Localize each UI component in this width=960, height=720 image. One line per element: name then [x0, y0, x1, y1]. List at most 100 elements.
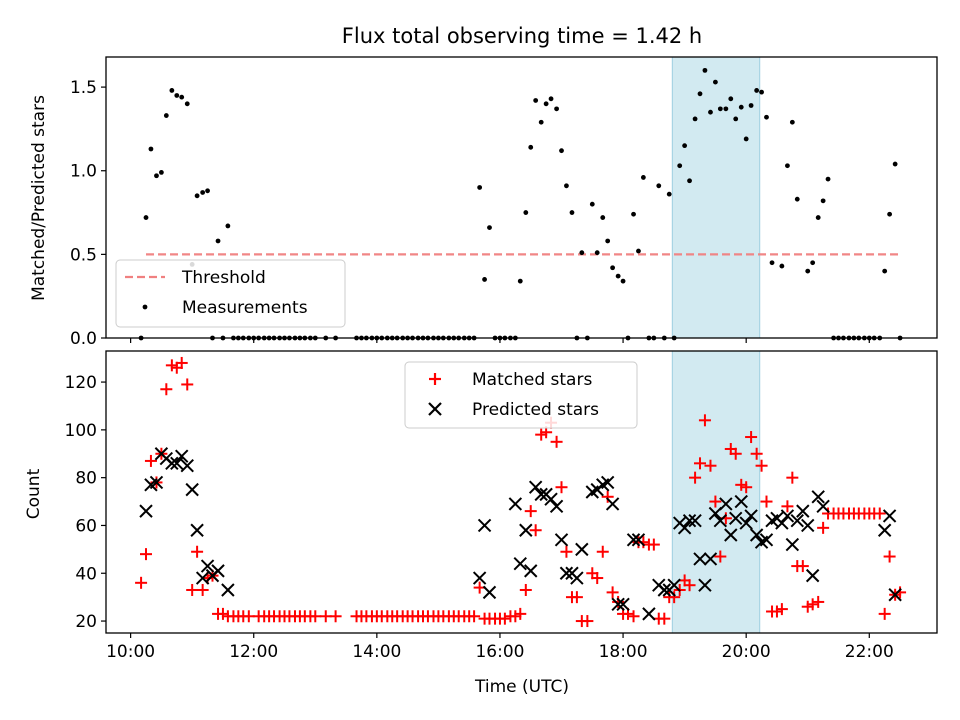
count-xtick-label: 18:00	[599, 642, 648, 662]
measurement-point	[764, 114, 769, 120]
count-xtick-label: 10:00	[106, 642, 155, 662]
predicted-star-point	[657, 583, 672, 597]
predicted-star-point	[759, 533, 774, 547]
predicted-star-point	[805, 568, 820, 583]
measurement-point	[517, 278, 523, 284]
measurement-point	[194, 193, 200, 199]
predicted-star-point	[600, 475, 615, 490]
predicted-star-point	[667, 578, 681, 592]
predicted-star-point	[508, 497, 523, 511]
measurement-point	[754, 88, 760, 93]
predicted-star-point	[211, 564, 225, 578]
measurement-point	[743, 136, 749, 142]
measurement-point	[159, 170, 164, 175]
matched-star-point	[606, 586, 619, 599]
predicted-star-point	[185, 482, 199, 497]
measurement-point	[636, 248, 641, 254]
matched-star-point	[181, 378, 194, 391]
predicted-star-point	[570, 571, 584, 585]
matched-star-point	[760, 495, 773, 508]
matched-star-point	[514, 607, 527, 620]
predicted-star-point	[149, 475, 164, 490]
predicted-star-point	[611, 597, 625, 612]
measurement-point	[559, 148, 564, 154]
count-panel-xlabel: Time (UTC)	[474, 677, 569, 697]
measurement-point	[548, 96, 554, 102]
matched-star-point	[601, 490, 614, 503]
measurement-point	[477, 185, 483, 190]
matched-star-point	[894, 586, 907, 599]
predicted-star-point	[708, 506, 723, 521]
measurement-point	[728, 96, 734, 102]
matched-star-point	[647, 538, 660, 551]
measurement-point	[554, 106, 559, 112]
ratio-ytick-label: 1.5	[70, 78, 97, 98]
predicted-star-point	[549, 499, 564, 514]
ratio-panel-frame	[105, 56, 938, 339]
figure-title: Flux total observing time = 1.42 h	[342, 24, 702, 48]
matched-star-point	[796, 560, 809, 573]
measurement-point	[682, 143, 688, 149]
count-ytick-label: 20	[75, 612, 97, 632]
measurement-point	[825, 176, 831, 182]
matched-star-point	[144, 454, 157, 467]
matched-star-point	[468, 610, 481, 623]
predicted-star-point	[534, 487, 548, 502]
measurement-point	[779, 263, 785, 269]
predicted-star-point	[888, 588, 902, 602]
matched-star-point	[519, 583, 532, 596]
measurement-point	[615, 273, 621, 279]
measurement-point	[163, 113, 169, 118]
predicted-star-point	[544, 492, 558, 506]
predicted-star-point	[626, 533, 641, 547]
count-panel: 20 40 60 80 100 120 10:00 12:00 14:00 16:00 18:00 2…	[24, 350, 938, 697]
measurement-point	[723, 106, 729, 112]
predicted-star-point	[200, 559, 215, 573]
predicted-star-point	[790, 513, 804, 528]
matched-star-point	[637, 536, 650, 549]
matched-star-point	[812, 595, 825, 608]
predicted-star-point	[744, 509, 758, 523]
measurement-point	[666, 191, 672, 197]
count-ytick-label: 120	[65, 373, 97, 393]
matched-star-point	[781, 500, 794, 513]
predicted-star-point	[631, 533, 646, 547]
matched-star-point	[704, 459, 717, 472]
predicted-star-point	[780, 509, 795, 523]
matched-star-point	[186, 583, 199, 596]
measurement-point	[205, 188, 210, 194]
measurement-point	[759, 89, 764, 95]
measurement-point	[200, 190, 206, 195]
measurement-point	[769, 260, 775, 266]
predicted-star-point	[698, 578, 712, 592]
matched-star-point	[529, 524, 542, 537]
ratio-panel: 0.0 0.5 1.0 1.5 Matched/Predicted stars Thr…	[29, 56, 938, 349]
predicted-star-point	[528, 480, 543, 494]
predicted-star-point	[811, 490, 825, 504]
predicted-star-point	[775, 516, 789, 530]
predicted-star-point	[195, 571, 210, 585]
predicted-star-point	[175, 449, 189, 463]
predicted-star-point	[703, 552, 718, 566]
measurement-point	[810, 260, 816, 266]
matched-star-point	[873, 507, 886, 520]
measurement-point	[805, 268, 811, 274]
measurement-point	[687, 178, 692, 184]
count-panel-frame	[105, 350, 938, 634]
matched-star-point	[683, 579, 696, 592]
matched-star-point	[883, 550, 896, 563]
matched-star-point	[175, 356, 188, 369]
matched-star-point	[694, 457, 707, 470]
measurement-point	[631, 211, 636, 217]
predicted-star-point	[554, 533, 569, 547]
count-xtick-label: 12:00	[229, 642, 278, 662]
predicted-star-point	[682, 513, 697, 528]
matched-star-point	[786, 471, 799, 484]
predicted-star-point	[729, 511, 743, 525]
matched-star-point	[329, 610, 342, 623]
measurement-point	[589, 201, 595, 207]
matched-star-point	[560, 545, 573, 558]
count-legend-matched-swatch	[429, 373, 441, 385]
predicted-star-point	[472, 571, 487, 585]
count-legend: Matched stars Predicted stars	[404, 361, 638, 429]
